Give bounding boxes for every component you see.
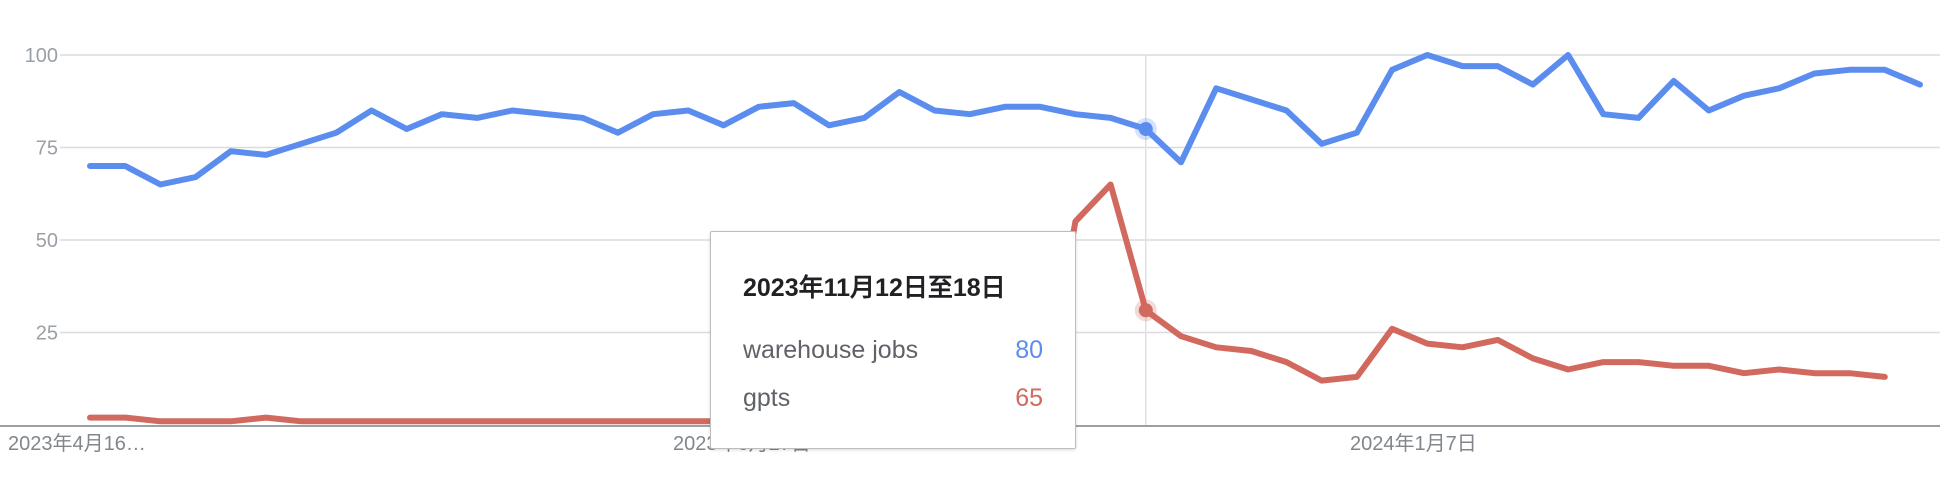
- tooltip-row-gpts: gpts 65: [743, 384, 1043, 413]
- y-tick-label: 75: [36, 138, 58, 160]
- series-line-warehouse-jobs: [87, 52, 1923, 188]
- y-axis-labels: 25 50 75 100: [25, 45, 58, 345]
- hover-markers: [1134, 118, 1157, 322]
- tooltip-row-warehouse-jobs: warehouse jobs 80: [743, 336, 1043, 365]
- y-tick-label: 100: [25, 45, 58, 67]
- x-tick-label: 2024年1月7日: [1350, 432, 1477, 455]
- tooltip-series-label: gpts: [743, 384, 791, 412]
- tooltip: 2023年11月12日至18日 warehouse jobs 80 gpts 6…: [710, 231, 1076, 449]
- tooltip-title: 2023年11月12日至18日: [743, 274, 1006, 302]
- hover-marker: [1138, 303, 1153, 318]
- tooltip-series-label: warehouse jobs: [743, 336, 919, 364]
- y-tick-label: 25: [36, 323, 58, 345]
- tooltip-series-value: 80: [1015, 336, 1043, 364]
- hover-marker: [1138, 122, 1153, 136]
- x-tick-label: 2023年4月16…: [8, 432, 146, 455]
- tooltip-series-value: 65: [1015, 384, 1043, 412]
- y-tick-label: 50: [36, 230, 58, 252]
